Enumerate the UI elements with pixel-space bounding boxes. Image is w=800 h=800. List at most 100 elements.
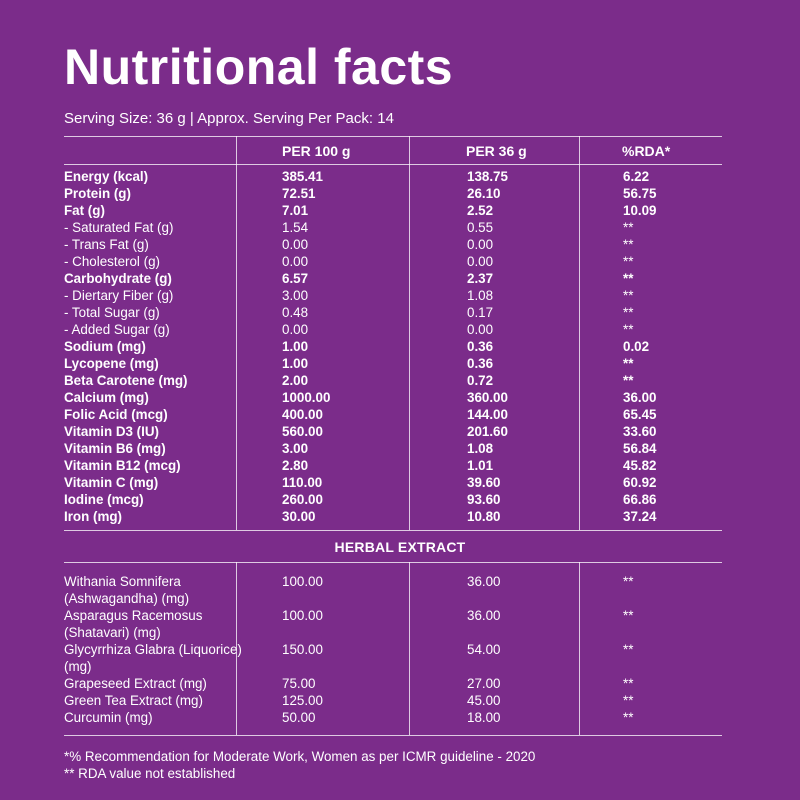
table-row: - Trans Fat (g) 0.00 0.00 ** [64,236,744,253]
nutrient-name: Calcium (mg) [64,390,149,405]
value-rda: 37.24 [623,509,657,524]
table-row: Energy (kcal) 385.41 138.75 6.22 [64,168,744,185]
value-rda: 56.75 [623,186,657,201]
nutrient-name: - Trans Fat (g) [64,237,149,252]
table-row: Vitamin C (mg) 110.00 39.60 60.92 [64,474,744,491]
table-row: Lycopene (mg) 1.00 0.36 ** [64,355,744,372]
herbal-name: Withania Somnifera (Ashwagandha) (mg) [64,574,190,606]
herbal-table: Withania Somnifera (Ashwagandha) (mg) 100… [64,573,744,726]
value-per-36g: 36.00 [467,608,501,623]
value-per-100g: 3.00 [282,288,309,303]
value-rda: 56.84 [623,441,657,456]
column-divider-2-herbal [409,562,410,735]
value-rda: ** [623,305,634,320]
herbal-name: Grapeseed Extract (mg) [64,676,207,691]
herbal-name: Asparagus Racemosus (Shatavari) (mg) [64,608,203,640]
value-per-36g: 0.00 [467,237,494,252]
herbal-extract-heading: HERBAL EXTRACT [334,539,466,555]
value-per-100g: 0.00 [282,254,309,269]
value-rda: ** [623,373,634,388]
value-per-36g: 1.01 [467,458,494,473]
value-per-100g: 125.00 [282,693,323,708]
value-rda: ** [623,676,634,691]
value-per-100g: 1.00 [282,356,309,371]
value-per-36g: 0.55 [467,220,494,235]
header-bottom-rule [64,164,722,165]
value-per-36g: 0.17 [467,305,494,320]
value-per-100g: 0.00 [282,322,309,337]
nutrient-name: - Total Sugar (g) [64,305,160,320]
value-per-100g: 72.51 [282,186,316,201]
value-rda: ** [623,237,634,252]
value-rda: ** [623,288,634,303]
value-rda: ** [623,710,634,725]
value-per-100g: 0.00 [282,237,309,252]
table-row: Grapeseed Extract (mg) 75.00 27.00 ** [64,675,744,692]
value-rda: ** [623,574,634,589]
value-rda: 36.00 [623,390,657,405]
value-per-36g: 1.08 [467,288,494,303]
table-row: - Saturated Fat (g) 1.54 0.55 ** [64,219,744,236]
value-rda: 66.86 [623,492,657,507]
value-per-100g: 50.00 [282,710,316,725]
table-row: - Diertary Fiber (g) 3.00 1.08 ** [64,287,744,304]
table-bottom-rule [64,735,722,736]
nutrient-name: - Added Sugar (g) [64,322,170,337]
table-row: Iron (mg) 30.00 10.80 37.24 [64,508,744,525]
value-per-36g: 144.00 [467,407,508,422]
value-per-100g: 385.41 [282,169,323,184]
value-per-100g: 0.48 [282,305,309,320]
value-rda: ** [623,608,634,623]
value-per-36g: 54.00 [467,642,501,657]
nutrient-name: Protein (g) [64,186,131,201]
value-per-100g: 560.00 [282,424,323,439]
table-row: Vitamin B12 (mcg) 2.80 1.01 45.82 [64,457,744,474]
nutrient-name: Beta Carotene (mg) [64,373,188,388]
header-per-100g: PER 100 g [282,143,351,159]
nutrient-name: Vitamin D3 (IU) [64,424,159,439]
nutrient-name: Vitamin B12 (mcg) [64,458,181,473]
column-divider-1-herbal [236,562,237,735]
herbal-name: Green Tea Extract (mg) [64,693,203,708]
value-per-100g: 150.00 [282,642,323,657]
table-row: - Total Sugar (g) 0.48 0.17 ** [64,304,744,321]
value-rda: ** [623,693,634,708]
table-row: Protein (g) 72.51 26.10 56.75 [64,185,744,202]
value-rda: 6.22 [623,169,650,184]
column-divider-3-herbal [579,562,580,735]
column-divider-3 [579,136,580,530]
herbal-top-rule [64,530,722,531]
table-row: - Cholesterol (g) 0.00 0.00 ** [64,253,744,270]
value-per-36g: 0.36 [467,339,494,354]
footnote-rda-not-established: ** RDA value not established [64,766,236,781]
nutrient-name: Vitamin B6 (mg) [64,441,166,456]
value-per-36g: 0.00 [467,254,494,269]
value-per-100g: 3.00 [282,441,309,456]
table-row: Glycyrrhiza Glabra (Liquorice) (mg) 150.0… [64,641,744,675]
herbal-name: Glycyrrhiza Glabra (Liquorice) (mg) [64,642,242,674]
nutrient-name: - Cholesterol (g) [64,254,160,269]
value-per-100g: 1.54 [282,220,309,235]
column-divider-1 [236,136,237,530]
nutrient-name: Fat (g) [64,203,105,218]
serving-info: Serving Size: 36 g | Approx. Serving Per… [64,110,394,127]
table-row: Vitamin D3 (IU) 560.00 201.60 33.60 [64,423,744,440]
value-per-36g: 0.72 [467,373,494,388]
table-row: Iodine (mcg) 260.00 93.60 66.86 [64,491,744,508]
value-rda: 33.60 [623,424,657,439]
value-rda: ** [623,322,634,337]
value-rda: 65.45 [623,407,657,422]
table-row: Curcumin (mg) 50.00 18.00 ** [64,709,744,726]
nutrient-name: Sodium (mg) [64,339,146,354]
value-per-36g: 0.00 [467,322,494,337]
nutrient-name: Folic Acid (mcg) [64,407,168,422]
table-row: Green Tea Extract (mg) 125.00 45.00 ** [64,692,744,709]
table-row: Folic Acid (mcg) 400.00 144.00 65.45 [64,406,744,423]
table-row: Sodium (mg) 1.00 0.36 0.02 [64,338,744,355]
nutrient-name: Lycopene (mg) [64,356,159,371]
value-rda: 45.82 [623,458,657,473]
table-top-rule [64,136,722,137]
herbal-name: Curcumin (mg) [64,710,153,725]
value-per-36g: 39.60 [467,475,501,490]
value-per-100g: 75.00 [282,676,316,691]
